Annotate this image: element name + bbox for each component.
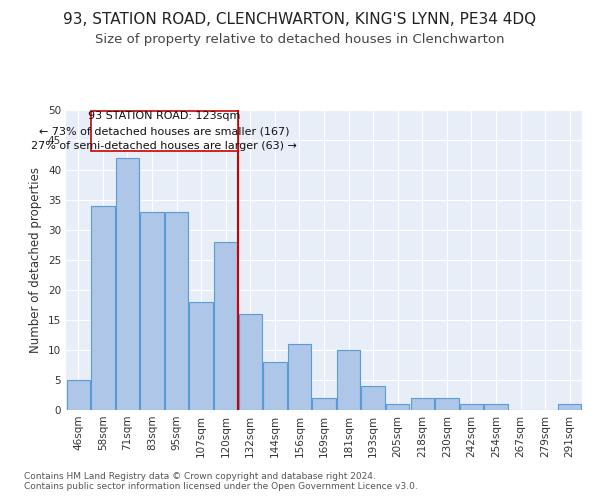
Bar [435,398,458,410]
Bar [190,302,213,410]
Text: Contains HM Land Registry data © Crown copyright and database right 2024.: Contains HM Land Registry data © Crown c… [24,472,376,481]
Bar [313,398,335,410]
Bar [484,404,508,410]
Bar [337,350,360,410]
Bar [410,398,434,410]
Bar [263,362,287,410]
Bar [460,404,483,410]
Bar [288,344,311,410]
Bar [239,314,262,410]
Text: Contains public sector information licensed under the Open Government Licence v3: Contains public sector information licen… [24,482,418,491]
Bar [165,212,188,410]
Bar [140,212,164,410]
Text: 93, STATION ROAD, CLENCHWARTON, KING'S LYNN, PE34 4DQ: 93, STATION ROAD, CLENCHWARTON, KING'S L… [64,12,536,28]
Text: Size of property relative to detached houses in Clenchwarton: Size of property relative to detached ho… [95,32,505,46]
Bar [116,158,139,410]
Bar [558,404,581,410]
Bar [214,242,238,410]
Bar [386,404,409,410]
Bar [361,386,385,410]
Bar [67,380,90,410]
Text: 93 STATION ROAD: 123sqm
← 73% of detached houses are smaller (167)
27% of semi-d: 93 STATION ROAD: 123sqm ← 73% of detache… [31,111,297,151]
FancyBboxPatch shape [91,111,238,151]
Bar [91,206,115,410]
Y-axis label: Number of detached properties: Number of detached properties [29,167,43,353]
